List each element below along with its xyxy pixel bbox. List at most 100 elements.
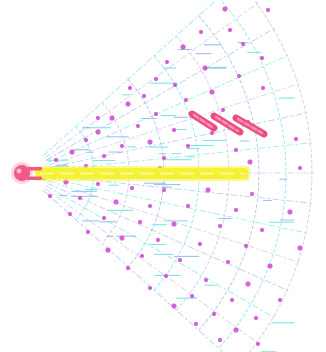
target-dot-icon — [155, 237, 161, 243]
target-dot-icon — [259, 55, 265, 61]
target-dot-icon — [153, 76, 159, 82]
target-dot-icon — [125, 265, 131, 271]
target-dot-icon — [209, 89, 215, 95]
target-dot-icon — [135, 123, 141, 129]
target-dot-icon — [202, 65, 208, 71]
target-dot-icon — [161, 187, 167, 193]
target-dot-icon — [243, 243, 249, 249]
target-dot-icon — [220, 107, 226, 113]
target-dot-icon — [185, 143, 191, 149]
target-dot-icon — [171, 127, 177, 133]
target-dot-icon — [183, 97, 189, 103]
target-dot-icon — [95, 129, 101, 135]
target-dot-icon — [67, 211, 73, 217]
target-dot-icon — [113, 199, 119, 205]
target-dot-icon — [297, 245, 303, 251]
target-dot-icon — [240, 41, 246, 47]
target-dot-icon — [177, 257, 183, 263]
target-dot-icon — [119, 143, 125, 149]
target-dot-icon — [222, 6, 228, 12]
target-dot-icon — [101, 153, 107, 159]
target-dot-icon — [77, 195, 83, 201]
target-dot-icon — [137, 219, 143, 225]
target-dot-icon — [193, 321, 199, 327]
target-dot-icon — [163, 273, 169, 279]
target-dot-icon — [172, 82, 178, 88]
target-dot-icon — [233, 207, 239, 213]
target-dot-icon — [189, 293, 195, 299]
target-dot-icon — [129, 185, 135, 191]
target-dot-icon — [147, 203, 153, 209]
target-dot-icon — [203, 277, 209, 283]
target-dot-icon — [127, 85, 133, 91]
target-dot-icon — [217, 223, 223, 229]
target-dot-icon — [249, 191, 255, 197]
target-dot-icon — [105, 247, 111, 253]
target-dot-icon — [245, 281, 251, 287]
grid-arc — [198, 15, 260, 331]
grid-ray — [47, 183, 290, 292]
grid-ray — [49, 112, 309, 169]
grid-ray — [49, 142, 313, 171]
target-dot-icon — [153, 111, 159, 117]
target-dot-icon — [227, 27, 233, 33]
target-dot-icon — [229, 297, 235, 303]
target-dot-icon — [147, 139, 153, 145]
missile-group — [188, 110, 268, 138]
target-dot-icon — [293, 136, 299, 142]
target-dot-icon — [209, 130, 215, 136]
target-dot-icon — [205, 187, 211, 193]
target-dot-icon — [260, 85, 266, 91]
target-dot-icon — [185, 203, 191, 209]
target-dot-icon — [211, 311, 217, 317]
target-dot-icon — [236, 73, 242, 79]
target-dot-icon — [83, 137, 89, 143]
ship-icon[interactable] — [11, 162, 42, 184]
target-dot-icon — [141, 93, 147, 99]
target-dot-icon — [247, 159, 253, 165]
target-dot-icon — [233, 147, 239, 153]
target-dot-icon — [297, 165, 303, 171]
target-dot-icon — [125, 101, 131, 107]
target-dot-icon — [171, 221, 177, 227]
target-dot-icon — [69, 149, 75, 155]
target-dot-icon — [198, 29, 204, 35]
target-dot-icon — [147, 285, 153, 291]
target-dot-icon — [161, 155, 167, 161]
target-dot-icon — [197, 241, 203, 247]
target-dot-icon — [267, 263, 273, 269]
missile-icon — [232, 114, 268, 138]
target-dot-icon — [233, 327, 239, 333]
missile-icon — [188, 110, 218, 132]
missile-icon — [210, 112, 244, 136]
grid-ray — [42, 0, 217, 157]
grid-arc — [218, 0, 287, 349]
grid-ray — [47, 54, 290, 163]
target-dot-icon — [53, 157, 59, 163]
grid-ray — [46, 27, 276, 161]
target-dot-icon — [164, 59, 170, 65]
laser-beam — [34, 166, 250, 181]
target-dot-icon — [265, 7, 271, 13]
grid-ray — [48, 83, 301, 166]
grid-arc — [127, 78, 165, 268]
target-dot-icon — [253, 315, 259, 321]
grid-ray — [49, 177, 309, 234]
target-dot-icon — [119, 235, 125, 241]
target-dot-icon — [277, 297, 283, 303]
target-dot-icon — [101, 215, 107, 221]
target-dot-icon — [259, 227, 265, 233]
target-dot-icon — [109, 115, 115, 121]
grid-ray — [44, 187, 260, 344]
target-dot-icon — [255, 341, 261, 347]
target-dot-icon — [287, 209, 293, 215]
target-dot-icon — [139, 253, 145, 259]
target-dot-icon — [85, 229, 91, 235]
target-dot-icon — [171, 303, 177, 309]
target-dot-icon — [217, 337, 223, 343]
grid-ray — [44, 2, 260, 159]
grid-ray — [42, 189, 224, 352]
target-dot-icon — [180, 44, 186, 50]
target-dot-icon — [95, 181, 101, 187]
